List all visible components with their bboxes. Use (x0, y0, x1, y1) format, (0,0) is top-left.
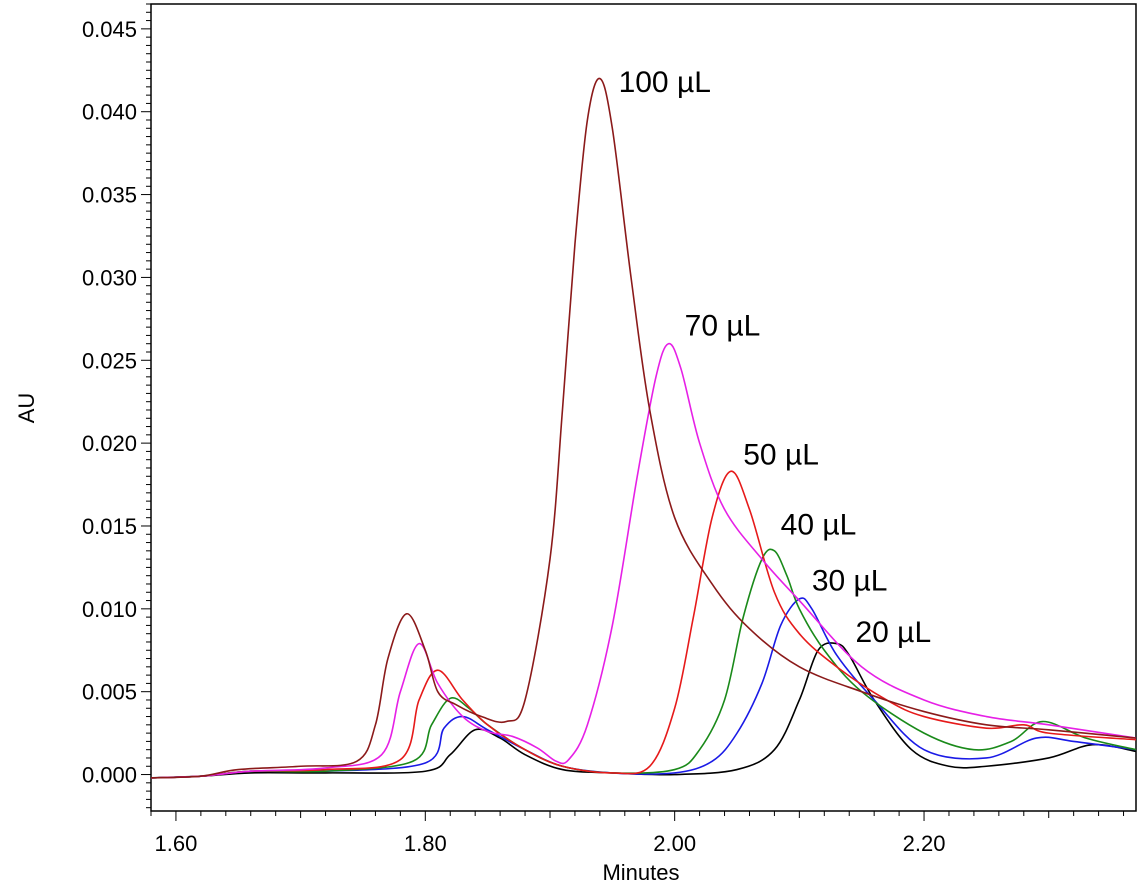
y-tick-label: 0.015 (82, 514, 137, 539)
x-tick-label: 1.80 (404, 831, 447, 856)
y-axis: 0.000 0.005 0.010 0.015 0.020 0.025 0.030 0.035… (82, 3, 151, 809)
series-line-100-l (151, 77, 1136, 779)
peak-label: 30 µL (812, 565, 888, 598)
series-line-30-l (151, 597, 1136, 779)
peak-label: 70 µL (685, 309, 761, 342)
y-tick-label: 0.035 (82, 183, 137, 208)
series-line-50-l (151, 470, 1136, 779)
series-layer (151, 77, 1136, 779)
y-tick-label: 0.020 (82, 431, 137, 456)
x-tick-label: 1.60 (155, 831, 198, 856)
y-tick-label: 0.010 (82, 597, 137, 622)
y-tick-label: 0.040 (82, 100, 137, 125)
y-tick-label: 0.045 (82, 17, 137, 42)
series-line-70-l (151, 342, 1136, 779)
x-tick-label: 2.00 (653, 831, 696, 856)
x-axis-title: Minutes (602, 860, 679, 885)
plot-frame (150, 3, 1137, 812)
y-tick-label: 0.025 (82, 348, 137, 373)
y-tick-label: 0.030 (82, 265, 137, 290)
y-tick-label: 0.005 (82, 680, 137, 705)
peak-label: 50 µL (743, 439, 819, 472)
series-line-40-l (151, 548, 1136, 779)
y-tick-label: 0.000 (82, 763, 137, 788)
peak-label: 100 µL (619, 66, 711, 99)
series-line-20-l (151, 642, 1136, 779)
annotation-layer: 100 µL 70 µL 50 µL 40 µL 30 µL 20 µL (619, 66, 932, 649)
peak-label: 40 µL (781, 508, 857, 541)
peak-label: 20 µL (855, 616, 931, 649)
x-tick-label: 2.20 (903, 831, 946, 856)
y-axis-title: AU (14, 393, 39, 424)
x-axis: 1.60 1.80 2.00 2.20 (150, 811, 1125, 856)
